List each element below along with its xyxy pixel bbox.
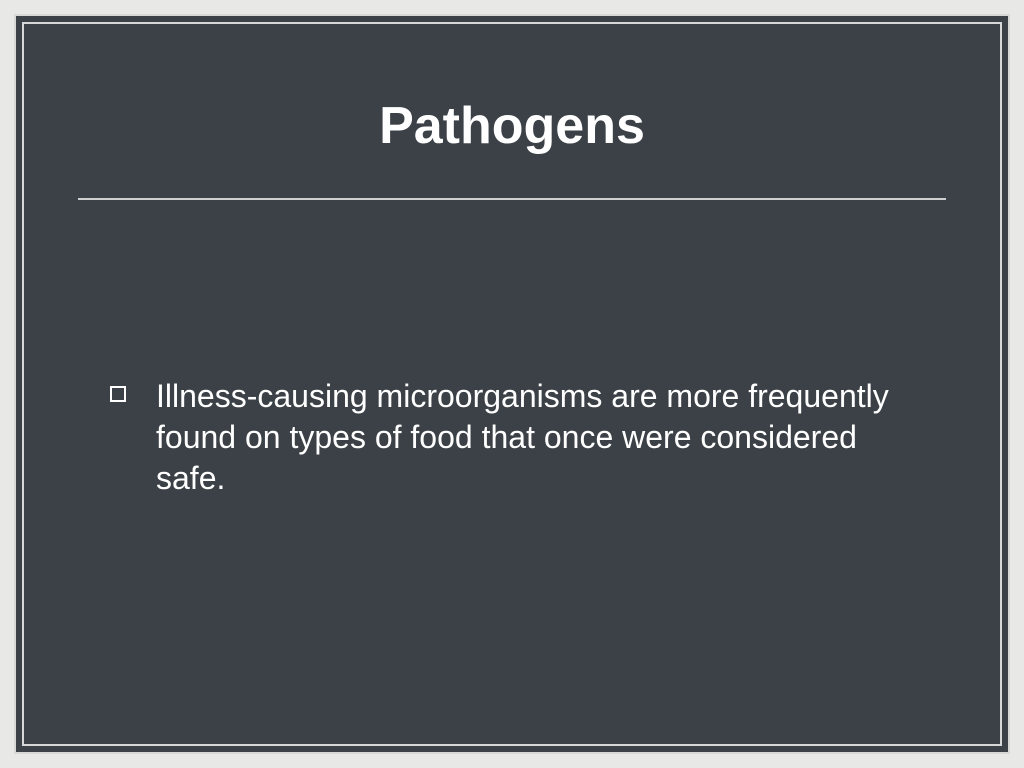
square-bullet-icon <box>110 386 126 402</box>
chalkboard-frame: Pathogens Illness-causing microorganisms… <box>14 14 1010 754</box>
slide-title: Pathogens <box>32 96 992 156</box>
bullet-text: Illness-causing microorganisms are more … <box>156 376 932 499</box>
list-item: Illness-causing microorganisms are more … <box>110 376 932 499</box>
slide-container: Pathogens Illness-causing microorganisms… <box>0 0 1024 768</box>
bullet-list: Illness-causing microorganisms are more … <box>32 376 992 499</box>
title-divider <box>78 198 946 200</box>
slide-content: Pathogens Illness-causing microorganisms… <box>32 32 992 736</box>
